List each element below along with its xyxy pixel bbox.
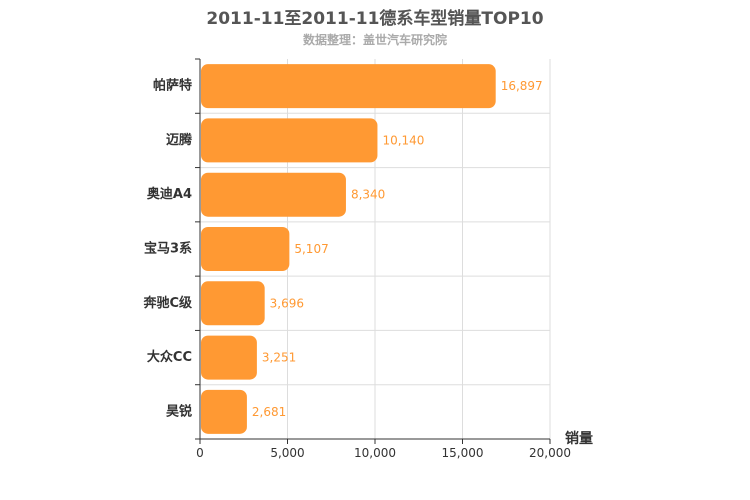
x-tick-label: 20,000 — [529, 446, 571, 460]
category-label: 奥迪A4 — [147, 186, 192, 202]
category-label: 帕萨特 — [153, 78, 192, 94]
category-label: 昊锐 — [166, 403, 192, 419]
data-label: 16,897 — [501, 79, 543, 93]
data-label: 10,140 — [382, 133, 424, 147]
category-label: 宝马3系 — [144, 241, 192, 257]
bar — [201, 389, 247, 434]
x-tick-label: 15,000 — [442, 446, 484, 460]
x-tick-label: 0 — [196, 446, 204, 460]
bars — [201, 64, 496, 434]
category-label: 迈腾 — [166, 132, 193, 148]
data-label: 3,251 — [262, 351, 296, 365]
data-label: 2,681 — [252, 405, 286, 419]
chart-subtitle: 数据整理：盖世汽车研究院 — [302, 33, 447, 47]
bar — [201, 172, 346, 217]
data-label: 3,696 — [270, 296, 304, 310]
data-label: 8,340 — [351, 188, 385, 202]
data-label: 5,107 — [294, 242, 328, 256]
x-axis-title: 销量 — [565, 430, 593, 447]
x-tick-label: 5,000 — [270, 446, 304, 460]
labels: 帕萨特 16,897 迈腾 10,140 奥迪A4 8,340 宝马3系 5,107 奔驰C级 3… — [142, 78, 571, 460]
category-label: 奔驰C级 — [142, 295, 193, 311]
category-label: 大众CC — [147, 349, 192, 365]
bar — [201, 227, 290, 271]
bar — [201, 281, 265, 326]
bar — [201, 118, 378, 163]
axes — [195, 58, 551, 444]
chart-title: 2011-11至2011-11德系车型销量TOP10 — [206, 9, 544, 29]
bar — [201, 335, 257, 380]
x-tick-label: 10,000 — [354, 446, 396, 460]
bar — [201, 64, 496, 109]
